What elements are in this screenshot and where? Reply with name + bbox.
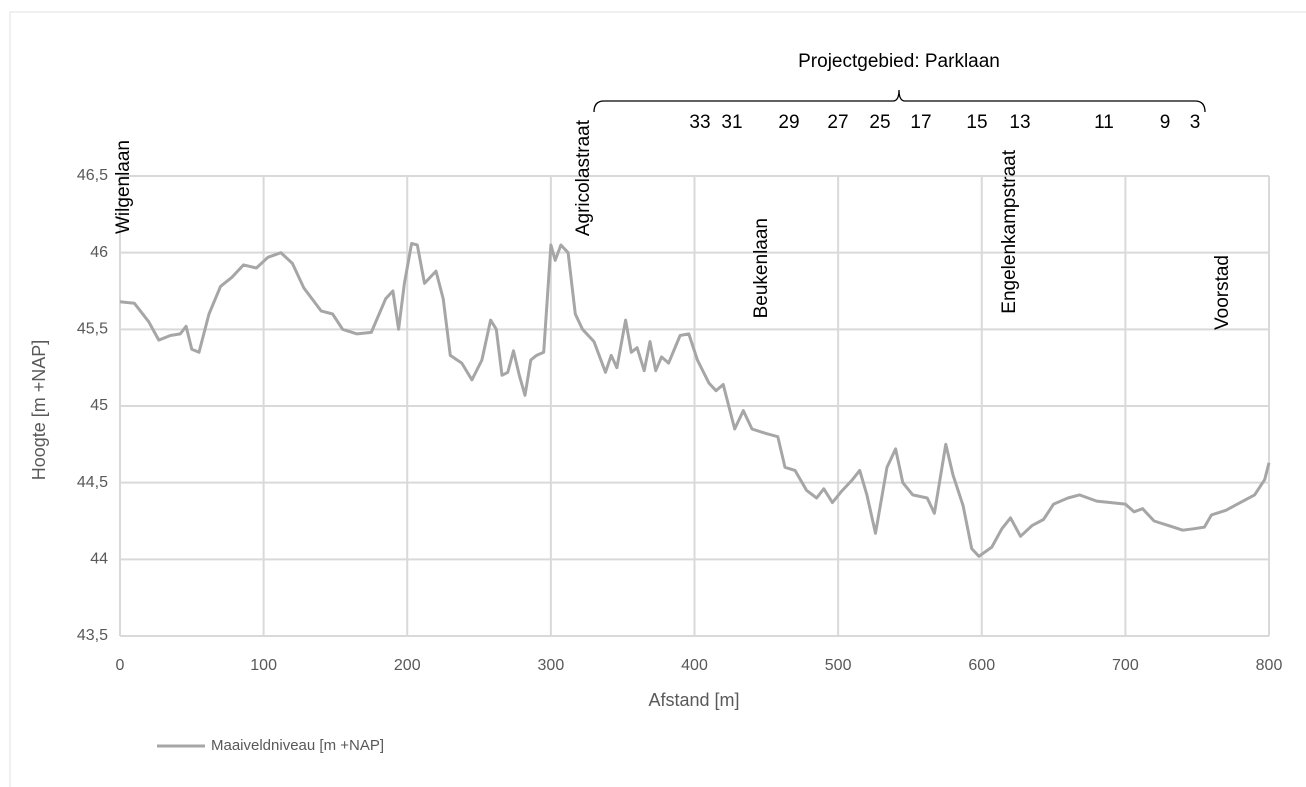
project-label: Projectgebied: Parklaan	[798, 51, 1000, 72]
x-tick-label: 700	[1112, 657, 1139, 674]
legend-label: Maaiveldniveau [m +NAP]	[211, 737, 384, 754]
street-label: Beukenlaan	[751, 218, 772, 318]
y-tick-label: 45,5	[77, 321, 108, 338]
y-tick-label: 46,5	[77, 167, 108, 184]
x-tick-label: 600	[968, 657, 995, 674]
street-label: Voorstad	[1212, 255, 1233, 330]
house-number: 31	[721, 112, 742, 133]
house-number: 33	[689, 112, 710, 133]
project-brace	[593, 89, 1206, 113]
x-tick-label: 100	[250, 657, 277, 674]
y-tick-label: 46	[90, 244, 108, 261]
y-tick-label: 43,5	[77, 627, 108, 644]
x-tick-label: 300	[538, 657, 565, 674]
house-number: 9	[1160, 112, 1171, 133]
data-line	[119, 242, 1271, 558]
y-tick-label: 44	[90, 551, 108, 568]
x-axis-title: Afstand [m]	[648, 690, 739, 710]
chart-frame	[9, 11, 1306, 787]
house-number: 17	[910, 112, 931, 133]
house-number: 15	[966, 112, 987, 133]
house-number: 13	[1009, 112, 1030, 133]
x-tick-label: 0	[116, 657, 125, 674]
street-label: Wilgenlaan	[113, 140, 134, 234]
street-label: Engelenkampstraat	[999, 149, 1020, 313]
house-number: 25	[869, 112, 890, 133]
house-number: 11	[1094, 112, 1114, 133]
x-tick-label: 400	[681, 657, 708, 674]
y-axis-title: Hoogte [m +NAP]	[29, 340, 49, 481]
x-tick-label: 200	[394, 657, 421, 674]
x-tick-label: 800	[1256, 657, 1283, 674]
y-tick-label: 44,5	[77, 474, 108, 491]
house-number: 27	[827, 112, 848, 133]
y-tick-label: 45	[90, 397, 108, 414]
x-tick-label: 500	[825, 657, 852, 674]
house-number: 29	[778, 112, 799, 133]
street-label: Agricolastraat	[573, 119, 594, 236]
house-number: 3	[1190, 112, 1201, 133]
